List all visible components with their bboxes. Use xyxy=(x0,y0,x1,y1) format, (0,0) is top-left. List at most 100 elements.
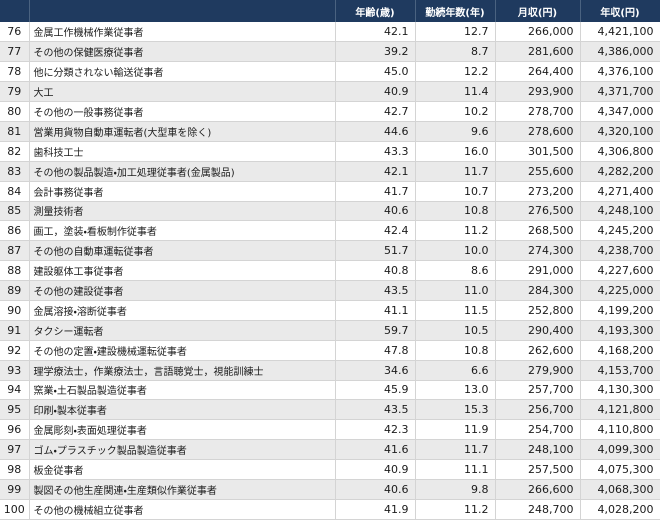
rank-cell: 82 xyxy=(0,141,30,162)
table-row: 88 建設躯体工事従事者 40.8 8.6 291,000 4,227,600 xyxy=(0,260,660,282)
table-row: 82 歯科技工士 43.3 16.0 301,500 4,306,800 xyxy=(0,141,660,162)
monthly-cell: 301,500 xyxy=(495,141,581,162)
tenure-cell: 10.8 xyxy=(415,340,496,361)
annual-cell: 4,238,700 xyxy=(580,240,660,262)
age-cell: 42.3 xyxy=(335,419,416,441)
occupation-cell: 金属彫刻・表面処理従事者 xyxy=(29,419,336,441)
rank-cell: 93 xyxy=(0,360,30,381)
monthly-cell: 248,100 xyxy=(495,439,581,461)
age-cell: 59.7 xyxy=(335,320,416,341)
monthly-cell: 262,600 xyxy=(495,340,581,361)
annual-cell: 4,193,300 xyxy=(580,320,660,341)
annual-cell: 4,110,800 xyxy=(580,419,660,441)
rank-cell: 81 xyxy=(0,121,30,142)
rank-cell: 78 xyxy=(0,61,30,83)
table-row: 84 会計事務従事者 41.7 10.7 273,200 4,271,400 xyxy=(0,181,660,202)
age-cell: 43.3 xyxy=(335,141,416,162)
annual-cell: 4,371,700 xyxy=(580,81,660,103)
table-row: 76 金属工作機械作業従事者 42.1 12.7 266,000 4,421,100 xyxy=(0,22,660,43)
tenure-cell: 11.7 xyxy=(415,161,496,182)
tenure-cell: 10.8 xyxy=(415,201,496,222)
occupation-cell: 板金従事者 xyxy=(29,459,336,480)
rank-cell: 96 xyxy=(0,419,30,441)
occupation-cell: その他の建設従事者 xyxy=(29,280,336,301)
annual-cell: 4,245,200 xyxy=(580,220,660,242)
rank-cell: 99 xyxy=(0,479,30,500)
table-row: 94 窯業・土石製品製造従事者 45.9 13.0 257,700 4,130,300 xyxy=(0,380,660,401)
tenure-cell: 10.5 xyxy=(415,320,496,341)
occupation-cell: 金属溶接・溶断従事者 xyxy=(29,300,336,321)
monthly-cell: 281,600 xyxy=(495,41,581,63)
age-cell: 41.1 xyxy=(335,300,416,321)
table-row: 95 印刷・製本従事者 43.5 15.3 256,700 4,121,800 xyxy=(0,399,660,421)
tenure-cell: 11.5 xyxy=(415,300,496,321)
age-cell: 45.9 xyxy=(335,380,416,401)
rank-cell: 97 xyxy=(0,439,30,461)
tenure-cell: 12.2 xyxy=(415,61,496,83)
monthly-cell: 266,000 xyxy=(495,22,581,43)
header-cell: 勤続年数(年) xyxy=(415,0,496,22)
occupation-cell: 他に分類されない輸送従事者 xyxy=(29,61,336,83)
rank-cell: 89 xyxy=(0,280,30,301)
tenure-cell: 10.2 xyxy=(415,101,496,122)
age-cell: 39.2 xyxy=(335,41,416,63)
occupation-cell: その他の定置・建設機械運転従事者 xyxy=(29,340,336,361)
occupation-cell: 歯科技工士 xyxy=(29,141,336,162)
occupation-cell: その他の保健医療従事者 xyxy=(29,41,336,63)
annual-cell: 4,099,300 xyxy=(580,439,660,461)
rank-cell: 100 xyxy=(0,499,30,520)
occupation-cell: 会計事務従事者 xyxy=(29,181,336,202)
annual-cell: 4,320,100 xyxy=(580,121,660,142)
tenure-cell: 9.6 xyxy=(415,121,496,142)
table-row: 92 その他の定置・建設機械運転従事者 47.8 10.8 262,600 4,168,2… xyxy=(0,340,660,361)
age-cell: 42.1 xyxy=(335,22,416,43)
occupation-cell: 窯業・土石製品製造従事者 xyxy=(29,380,336,401)
age-cell: 42.7 xyxy=(335,101,416,122)
rank-cell: 79 xyxy=(0,81,30,103)
tenure-cell: 11.2 xyxy=(415,499,496,520)
annual-cell: 4,248,100 xyxy=(580,201,660,222)
occupation-cell: その他の製品製造・加工処理従事者(金属製品) xyxy=(29,161,336,182)
annual-cell: 4,271,400 xyxy=(580,181,660,202)
rank-cell: 98 xyxy=(0,459,30,480)
monthly-cell: 248,700 xyxy=(495,499,581,520)
rank-cell: 95 xyxy=(0,399,30,421)
annual-cell: 4,386,000 xyxy=(580,41,660,63)
rank-cell: 80 xyxy=(0,101,30,122)
occupation-cell: タクシー運転者 xyxy=(29,320,336,341)
table-row: 79 大工 40.9 11.4 293,900 4,371,700 xyxy=(0,81,660,103)
rank-cell: 88 xyxy=(0,260,30,282)
age-cell: 40.6 xyxy=(335,201,416,222)
table-row: 78 他に分類されない輸送従事者 45.0 12.2 264,400 4,376,100 xyxy=(0,61,660,83)
monthly-cell: 279,900 xyxy=(495,360,581,381)
age-cell: 34.6 xyxy=(335,360,416,381)
annual-cell: 4,130,300 xyxy=(580,380,660,401)
monthly-cell: 274,300 xyxy=(495,240,581,262)
table-row: 98 板金従事者 40.9 11.1 257,500 4,075,300 xyxy=(0,459,660,480)
rank-cell: 86 xyxy=(0,220,30,242)
age-cell: 40.9 xyxy=(335,81,416,103)
header-row: 年齢(歳) 勤続年数(年) 月収(円) 年収(円) xyxy=(0,0,660,22)
age-cell: 51.7 xyxy=(335,240,416,262)
table-row: 100 その他の機械組立従事者 41.9 11.2 248,700 4,028,200 xyxy=(0,499,660,520)
header-cell xyxy=(29,0,336,22)
monthly-cell: 278,700 xyxy=(495,101,581,122)
monthly-cell: 276,500 xyxy=(495,201,581,222)
occupation-cell: 大工 xyxy=(29,81,336,103)
header-cell: 月収(円) xyxy=(495,0,581,22)
annual-cell: 4,421,100 xyxy=(580,22,660,43)
table-row: 81 営業用貨物自動車運転者(大型車を除く) 44.6 9.6 278,600 4,320… xyxy=(0,121,660,142)
occupation-cell: ゴム・プラスチック製品製造従事者 xyxy=(29,439,336,461)
rank-cell: 87 xyxy=(0,240,30,262)
monthly-cell: 268,500 xyxy=(495,220,581,242)
age-cell: 42.1 xyxy=(335,161,416,182)
occupation-cell: 画工，塗装・看板制作従事者 xyxy=(29,220,336,242)
age-cell: 41.7 xyxy=(335,181,416,202)
age-cell: 43.5 xyxy=(335,399,416,421)
tenure-cell: 11.4 xyxy=(415,81,496,103)
age-cell: 45.0 xyxy=(335,61,416,83)
monthly-cell: 291,000 xyxy=(495,260,581,282)
table-body: 76 金属工作機械作業従事者 42.1 12.7 266,000 4,421,100 77 そ… xyxy=(0,22,660,520)
rank-cell: 91 xyxy=(0,320,30,341)
